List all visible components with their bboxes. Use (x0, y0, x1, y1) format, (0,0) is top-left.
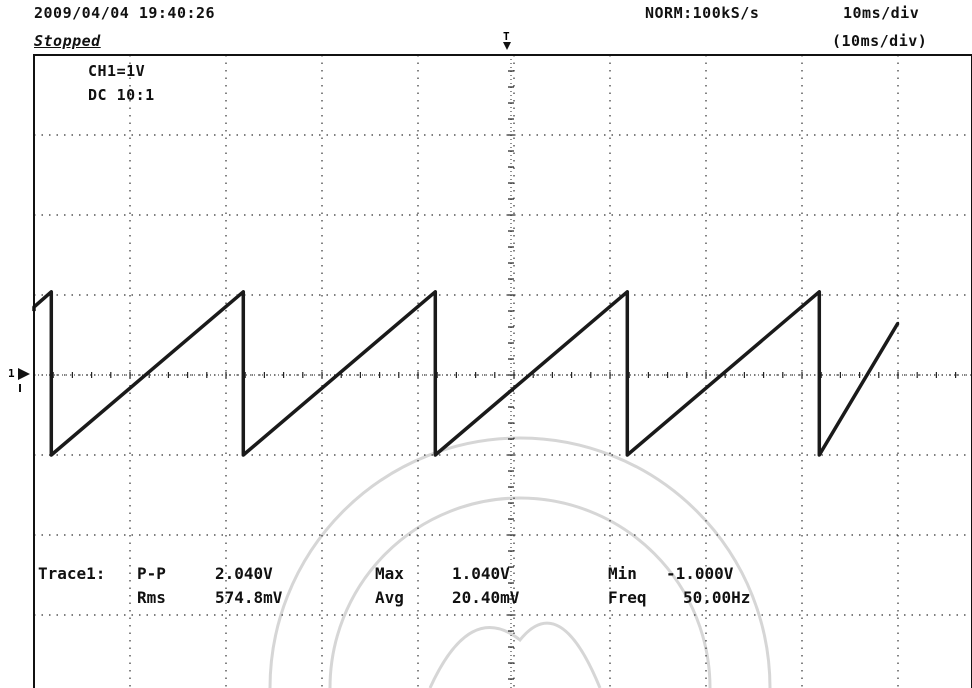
channel-scale: CH1=1V (88, 62, 146, 80)
trace-point (896, 321, 900, 325)
trigger-marker-label: T (503, 30, 510, 43)
waveform-trace (32, 290, 900, 457)
trigger-marker: T (503, 30, 511, 50)
measure-name-freq: Freq (608, 588, 647, 607)
measure-name-avg: Avg (375, 588, 404, 607)
run-status: Stopped (34, 32, 101, 50)
trace-point (50, 453, 53, 457)
trace-point (434, 453, 437, 457)
measure-name-min: Min (608, 564, 637, 583)
trace-point (434, 290, 437, 293)
screen-border (33, 54, 972, 688)
ground-marker-label: 1 (8, 367, 15, 380)
timebase-sub-readout: (10ms/div) (832, 32, 928, 50)
trace-point (242, 453, 245, 457)
ground-marker: 1 (8, 367, 30, 392)
measure-value-rms: 574.8mV (215, 588, 283, 607)
trace-label: Trace1: (38, 564, 106, 583)
watermark-seal (268, 436, 772, 688)
graticule-grid (33, 54, 972, 688)
timebase-readout: 10ms/div (843, 4, 920, 22)
measure-value-min: -1.000V (666, 564, 734, 583)
measure-name-max: Max (375, 564, 404, 583)
channel-coupling: DC 10:1 (88, 86, 155, 104)
trace-point (242, 290, 245, 293)
trace-point (626, 453, 629, 457)
trace-point (626, 290, 629, 293)
trace-point (818, 290, 821, 293)
trace-point (818, 453, 821, 457)
acquisition-mode: NORM:100kS/s (645, 4, 760, 22)
trace-point (50, 290, 53, 293)
measure-value-pp: 2.040V (215, 564, 273, 583)
trace-series-0 (32, 290, 900, 457)
measure-value-avg: 20.40mV (452, 588, 520, 607)
measure-value-max: 1.040V (452, 564, 510, 583)
measure-value-freq: 50.00Hz (683, 588, 751, 607)
datetime-readout: 2009/04/04 19:40:26 (34, 4, 216, 22)
measure-name-pp: P-P (137, 564, 166, 583)
measure-name-rms: Rms (137, 588, 166, 607)
